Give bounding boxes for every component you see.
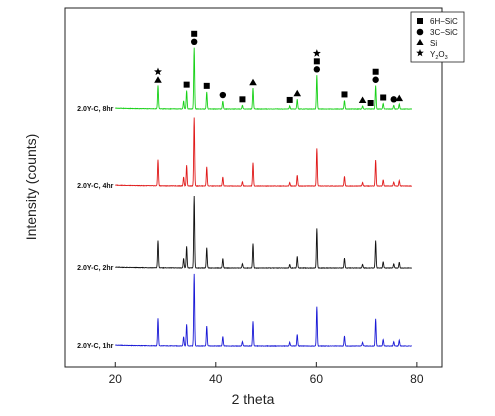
series-label: 2.0Y-C, 8hr [77, 106, 113, 113]
peak-star-marker [154, 67, 162, 76]
peak-triangle-marker [249, 78, 257, 86]
peak-square-marker [286, 96, 293, 103]
peak-circle-marker [313, 66, 321, 73]
legend-y2o3-o: O [438, 50, 444, 59]
peak-square-marker [313, 58, 320, 65]
series-label: 2.0Y-C, 4hr [77, 183, 113, 190]
legend-label-si: Si [430, 39, 437, 48]
peak-square-marker [191, 30, 198, 37]
peak-square-marker [239, 96, 246, 103]
x-tick-label: 80 [410, 372, 424, 386]
series-line [114, 47, 413, 110]
peak-triangle-marker [154, 76, 162, 83]
peak-triangle-marker [358, 96, 367, 103]
peak-square-marker [380, 94, 387, 101]
series-labels: 2.0Y-C, 1hr 2.0Y-C, 2hr 2.0Y-C, 4hr 2.0Y-C,… [77, 106, 113, 350]
plot-frame [64, 7, 443, 368]
legend-entry-si: Si [416, 39, 437, 48]
x-tick-label: 20 [109, 372, 123, 386]
y-axis-title: Intensity (counts) [23, 134, 39, 241]
peak-circle-marker [190, 38, 198, 45]
series-layer [114, 47, 413, 348]
series-label: 2.0Y-C, 2hr [77, 265, 113, 272]
series-line [115, 196, 413, 270]
legend-label-y2o3: Y2O3 [430, 50, 448, 61]
legend-star-icon [416, 49, 424, 57]
x-tick-label: 60 [310, 372, 324, 386]
peak-circle-marker [219, 91, 227, 99]
peak-square-marker [341, 91, 348, 98]
peak-triangle-marker [395, 94, 404, 102]
peak-marker-layer [154, 30, 404, 106]
peak-star-marker [312, 49, 321, 57]
series-line [115, 117, 413, 188]
legend-square-icon [417, 18, 423, 24]
legend-triangle-icon [416, 39, 424, 45]
legend-label-3c-sic: 3C−SiC [430, 28, 458, 37]
legend-entry-y2o3: Y2O3 [416, 49, 448, 61]
peak-square-marker [203, 82, 210, 89]
x-ticks: 20 40 60 80 [109, 362, 424, 386]
legend-circle-icon [416, 28, 424, 36]
peak-square-marker [183, 81, 190, 88]
peak-circle-marker [390, 96, 397, 103]
legend-y2o3-sub3: 3 [445, 55, 448, 61]
series-label: 2.0Y-C, 1hr [77, 343, 113, 350]
peak-square-marker [372, 68, 379, 75]
legend-entry-6h-sic: 6H−SiC [417, 17, 458, 26]
peak-circle-marker [372, 76, 379, 83]
legend-y2o3-sub2: 2 [435, 55, 438, 61]
legend-y2o3-y: Y [430, 50, 436, 59]
legend-entry-3c-sic: 3C−SiC [416, 28, 458, 37]
legend: 6H−SiC 3C−SiC Si Y2O3 [410, 11, 465, 63]
series-line [114, 273, 413, 348]
peak-square-marker [367, 100, 374, 106]
axes [64, 7, 443, 368]
legend-label-6h-sic: 6H−SiC [430, 17, 458, 26]
x-tick-label: 40 [209, 372, 223, 386]
peak-triangle-marker [293, 89, 302, 97]
x-axis-title: 2 theta [232, 391, 275, 407]
